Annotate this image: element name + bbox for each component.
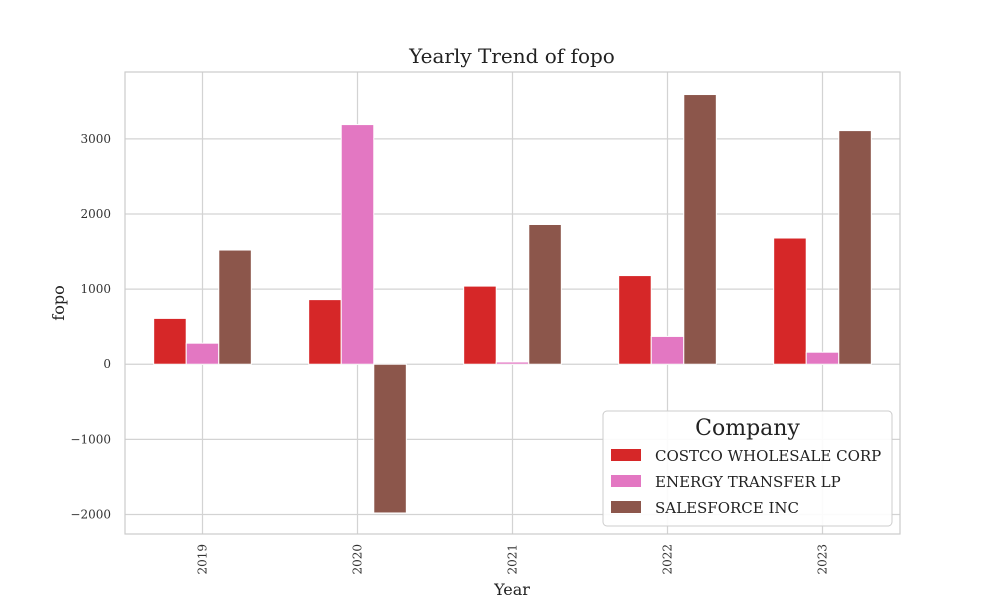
bar <box>528 223 562 365</box>
legend: Company COSTCO WHOLESALE CORP ENERGY TRANS… <box>602 410 893 527</box>
bar <box>805 351 840 365</box>
y-tick-label: −1000 <box>70 432 111 446</box>
x-tick-label: 2020 <box>351 544 365 575</box>
y-tick-label: 1000 <box>80 282 111 296</box>
bar <box>650 335 685 365</box>
bar <box>373 363 407 514</box>
legend-entry-label: COSTCO WHOLESALE CORP <box>655 447 881 465</box>
bar <box>153 317 187 365</box>
x-tick-label: 2022 <box>661 544 675 575</box>
x-tick-label: 2021 <box>506 544 520 575</box>
x-tick-label: 2023 <box>816 544 830 575</box>
y-tick-label: 0 <box>103 357 111 371</box>
legend-entry-label: ENERGY TRANSFER LP <box>655 473 841 491</box>
bar <box>308 299 342 365</box>
y-tick-label: 2000 <box>80 207 111 221</box>
bar <box>683 94 717 365</box>
x-axis-label: Year <box>493 580 530 599</box>
legend-swatch <box>611 475 641 487</box>
bar <box>340 124 375 365</box>
y-axis-label: fopo <box>49 285 68 320</box>
bar <box>495 361 530 365</box>
legend-swatch <box>611 501 641 513</box>
bar <box>773 237 807 365</box>
legend-swatch <box>611 449 641 461</box>
bar <box>838 130 872 365</box>
legend-title: Company <box>695 416 800 441</box>
y-tick-label: 3000 <box>80 132 111 146</box>
legend-entry-label: SALESFORCE INC <box>655 499 799 517</box>
bar <box>618 275 652 365</box>
bars <box>153 94 872 514</box>
y-tick-label: −2000 <box>70 507 111 521</box>
chart-title: Yearly Trend of fopo <box>408 44 615 68</box>
tick-labels: −2000 −1000 0 1000 2000 3000 2019 2020 2021 2022 2… <box>70 132 829 575</box>
plot-frame <box>124 71 901 535</box>
bar <box>463 285 497 365</box>
legend-box <box>602 410 893 527</box>
bar <box>218 249 252 365</box>
x-tick-label: 2019 <box>196 544 210 575</box>
bar <box>185 342 220 365</box>
